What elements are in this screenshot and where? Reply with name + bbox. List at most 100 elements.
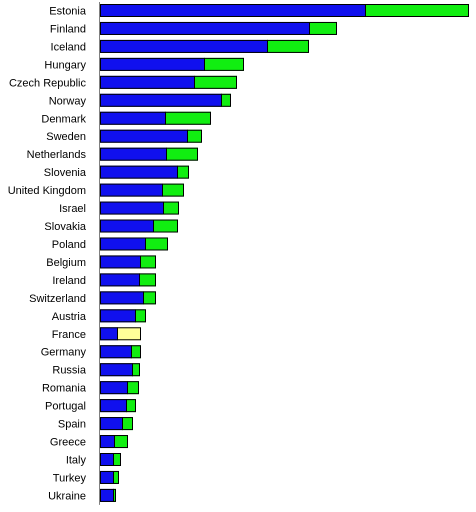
bar-primary-italy: [100, 453, 113, 466]
bar-outline-austria: [100, 309, 146, 323]
bar-secondary-denmark: [165, 111, 211, 125]
bar-outline-france: [100, 327, 141, 341]
bar-secondary-france: [117, 327, 141, 341]
category-labels: Estonia Finland Iceland Hungary Czech Republ…: [8, 6, 87, 503]
bar-secondary-belgium: [140, 255, 156, 269]
bar-primary-norway: [100, 93, 221, 107]
category-label-italy: Italy: [66, 455, 87, 467]
bar-secondary-czech-republic: [194, 75, 237, 89]
bar-primary-spain: [100, 417, 122, 431]
category-label-russia: Russia: [52, 365, 87, 377]
bar-secondary-switzerland: [143, 291, 156, 305]
bar-secondary-netherlands: [166, 147, 198, 161]
bar-primary-slovakia: [100, 219, 153, 233]
bar-secondary-ireland: [139, 273, 156, 287]
category-label-slovenia: Slovenia: [44, 167, 87, 179]
bar-primary-belgium: [100, 255, 140, 269]
category-label-sweden: Sweden: [46, 131, 86, 143]
bar-outline-portugal: [100, 399, 136, 413]
category-label-spain: Spain: [58, 419, 86, 431]
bar-outline-slovakia: [100, 219, 178, 233]
bar-secondary-slovenia: [177, 165, 189, 179]
bar-secondary-italy: [113, 453, 121, 466]
bar-primary-denmark: [100, 111, 165, 125]
bar-secondary-ukraine: [113, 488, 116, 502]
bar-outline-norway: [100, 93, 231, 107]
bar-secondary-germany: [131, 345, 141, 359]
bar-secondary-hungary: [204, 57, 244, 71]
bar-outline-romania: [100, 381, 139, 395]
category-label-united-kingdom: United Kingdom: [8, 185, 86, 197]
category-label-norway: Norway: [49, 95, 87, 107]
bar-outline-turkey: [100, 470, 119, 484]
bar-primary-portugal: [100, 399, 126, 413]
bar-outline-estonia: [100, 4, 469, 17]
category-label-estonia: Estonia: [49, 6, 87, 18]
bar-outline-finland: [100, 21, 337, 35]
bar-primary-czech-republic: [100, 75, 194, 89]
category-label-portugal: Portugal: [45, 401, 86, 413]
bar-primary-israel: [100, 201, 163, 215]
bar-secondary-norway: [221, 93, 231, 107]
category-label-iceland: Iceland: [51, 41, 86, 53]
bar-outline-sweden: [100, 129, 202, 143]
category-label-germany: Germany: [41, 347, 87, 359]
bar-primary-russia: [100, 363, 132, 377]
bar-primary-finland: [100, 21, 309, 35]
bar-primary-sweden: [100, 129, 187, 143]
bar-secondary-austria: [135, 309, 146, 323]
bar-secondary-poland: [145, 237, 168, 251]
category-label-netherlands: Netherlands: [27, 149, 87, 161]
bar-group: [100, 4, 469, 502]
bar-primary-romania: [100, 381, 127, 395]
bar-secondary-slovakia: [153, 219, 178, 233]
bar-outline-spain: [100, 417, 133, 431]
bar-secondary-greece: [114, 435, 128, 449]
bar-outline-iceland: [100, 39, 309, 53]
bar-outline-switzerland: [100, 291, 156, 305]
category-label-israel: Israel: [59, 203, 86, 215]
bar-outline-poland: [100, 237, 168, 251]
bar-primary-united-kingdom: [100, 183, 162, 197]
bar-secondary-romania: [127, 381, 139, 395]
category-label-greece: Greece: [50, 437, 86, 449]
bar-primary-turkey: [100, 470, 113, 484]
category-label-romania: Romania: [42, 383, 87, 395]
bar-outline-ireland: [100, 273, 156, 287]
bar-primary-germany: [100, 345, 131, 359]
bar-secondary-finland: [309, 21, 337, 35]
category-label-austria: Austria: [52, 311, 87, 323]
bar-primary-france: [100, 327, 117, 341]
bar-primary-slovenia: [100, 165, 177, 179]
bar-primary-estonia: [100, 4, 365, 17]
bar-primary-poland: [100, 237, 145, 251]
bar-outline-czech-republic: [100, 75, 237, 89]
bar-outline-russia: [100, 363, 140, 377]
bar-secondary-united-kingdom: [162, 183, 184, 197]
bar-outline-denmark: [100, 111, 211, 125]
category-label-ireland: Ireland: [52, 275, 86, 287]
bar-secondary-russia: [132, 363, 140, 377]
bar-outline-netherlands: [100, 147, 198, 161]
bar-secondary-estonia: [365, 4, 469, 17]
category-label-ukraine: Ukraine: [48, 490, 86, 502]
bar-outline-hungary: [100, 57, 244, 71]
bar-primary-netherlands: [100, 147, 166, 161]
bar-outline-slovenia: [100, 165, 189, 179]
bar-secondary-portugal: [126, 399, 136, 413]
category-label-switzerland: Switzerland: [29, 293, 86, 305]
category-label-belgium: Belgium: [46, 257, 86, 269]
bar-secondary-iceland: [267, 39, 309, 53]
category-label-denmark: Denmark: [41, 113, 86, 125]
bar-outline-germany: [100, 345, 141, 359]
category-label-poland: Poland: [52, 239, 86, 251]
bar-secondary-israel: [163, 201, 179, 215]
bar-primary-hungary: [100, 57, 204, 71]
bar-primary-switzerland: [100, 291, 143, 305]
category-label-finland: Finland: [50, 23, 86, 35]
bar-outline-italy: [100, 453, 121, 466]
bar-outline-united-kingdom: [100, 183, 184, 197]
bar-primary-iceland: [100, 39, 267, 53]
category-label-france: France: [52, 329, 86, 341]
bar-primary-austria: [100, 309, 135, 323]
